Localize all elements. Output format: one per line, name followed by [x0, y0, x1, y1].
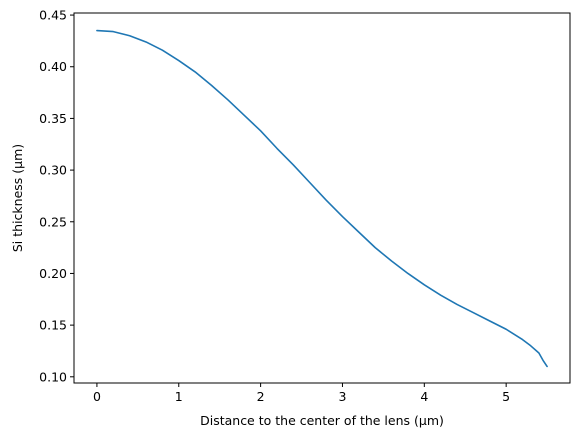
plot-area [74, 13, 570, 383]
y-tick-label: 0.30 [39, 163, 67, 178]
y-tick-label: 0.40 [39, 59, 67, 74]
y-tick-label: 0.45 [39, 8, 67, 23]
x-tick-label: 2 [257, 389, 265, 404]
y-axis-ticks: 0.10 0.15 0.20 0.25 0.30 0.35 0.40 0.45 [39, 8, 74, 384]
x-tick-label: 1 [175, 389, 183, 404]
plot-frame [73, 12, 571, 384]
y-tick-label: 0.15 [39, 318, 67, 333]
x-axis-ticks: 0 1 2 3 4 5 [93, 383, 510, 404]
x-tick-label: 4 [420, 389, 428, 404]
y-tick-label: 0.10 [39, 369, 67, 384]
series-layer [96, 29, 548, 368]
y-tick-label: 0.35 [39, 111, 67, 126]
y-tick-label: 0.25 [39, 214, 67, 229]
x-axis-label: Distance to the center of the lens (μm) [200, 413, 444, 428]
x-tick-label: 3 [338, 389, 346, 404]
y-axis-label: Si thickness (μm) [10, 144, 25, 252]
x-tick-label: 5 [502, 389, 510, 404]
x-tick-label: 0 [93, 389, 101, 404]
series-line [96, 29, 548, 368]
y-tick-label: 0.20 [39, 266, 67, 281]
